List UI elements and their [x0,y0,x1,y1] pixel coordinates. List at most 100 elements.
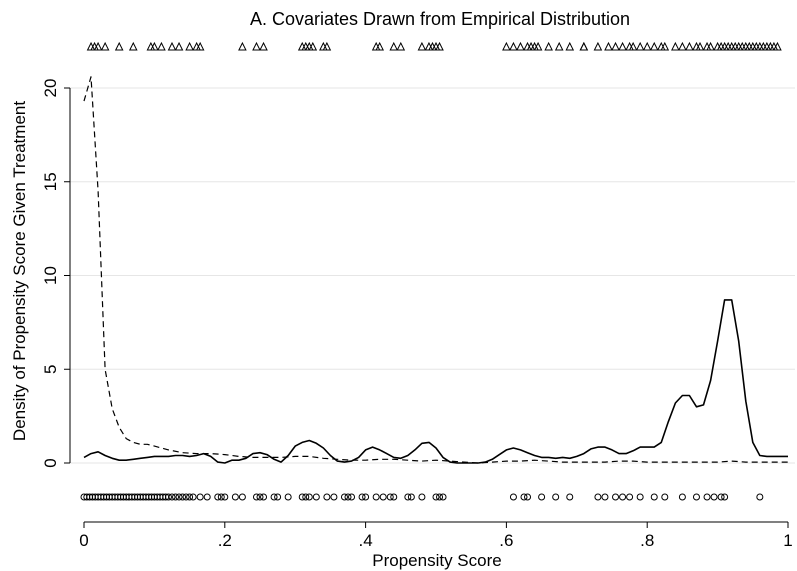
y-tick-label: 10 [41,266,60,285]
treated-marker [396,41,406,51]
x-tick-label: 0 [79,531,88,550]
control-marker [390,493,398,501]
control-marker [710,493,718,501]
control-marker [538,493,546,501]
treated-marker [516,41,525,51]
treated-marker [593,41,603,51]
axes: 0 5 10 15 20 0 .2 .4 .6 .8 1 [41,79,793,550]
treated-marker [375,41,384,51]
density-line-dashed [83,76,788,464]
treated-marker [611,41,620,51]
control-marker [323,493,331,501]
control-marker [524,493,532,501]
treated-marker [322,41,332,51]
treated-marker [642,41,652,51]
control-marker [703,493,711,501]
x-tick-label: 1 [783,531,792,550]
treated-marker [649,41,659,51]
control-marker [302,493,310,501]
treated-marker [100,41,110,51]
treated-marker [308,41,318,51]
control-marker [168,493,176,501]
treated-marker [128,41,138,51]
control-marker [379,493,387,501]
control-marker [284,493,292,501]
control-marker [678,493,686,501]
treated-marker [554,41,564,51]
control-marker [179,493,187,501]
control-marker [362,493,370,501]
control-marker [358,493,366,501]
treated-marker [660,41,670,51]
control-marker [260,493,268,501]
treated-marker [773,41,782,51]
plot-area [83,76,788,464]
control-marker [252,493,260,501]
control-marker [348,493,356,501]
y-tick-label: 20 [41,79,60,98]
control-marker [372,493,380,501]
treated-marker [618,41,627,51]
control-marker [661,493,669,501]
treated-marker [628,41,638,51]
x-tick-label: .4 [359,531,373,550]
y-tick-label: 5 [41,365,60,374]
treated-marker [509,41,518,51]
chart-title: A. Covariates Drawn from Empirical Distr… [250,9,630,29]
treated-marker [435,41,444,51]
treated-marker [174,41,184,51]
control-marker [436,493,444,501]
rug-markers [80,41,782,501]
control-marker [650,493,658,501]
treated-marker [238,41,247,51]
control-marker [175,493,183,501]
control-marker [298,493,306,501]
treated-marker [185,41,194,51]
treated-marker [502,41,511,51]
control-marker [305,493,313,501]
treated-marker [706,41,715,51]
control-marker [601,493,609,501]
control-marker [217,493,225,501]
control-marker [717,493,725,501]
x-tick-label: .8 [640,531,654,550]
control-marker [256,493,264,501]
x-tick-label: .6 [499,531,513,550]
treated-marker [544,41,553,51]
treated-marker [604,41,613,51]
control-marker [404,493,412,501]
treated-marker [259,41,268,51]
control-marker [626,493,634,501]
control-marker [189,493,197,501]
gridlines [70,87,795,464]
y-tick-group: 5 [41,365,60,374]
control-marker [221,493,229,501]
control-marker [552,493,560,501]
treated-marker [150,41,159,51]
treated-marker [579,41,589,51]
control-marker [612,493,620,501]
treated-marker [671,41,680,51]
control-marker [196,493,204,501]
y-tick-group: 20 [41,79,60,98]
treated-marker [417,41,427,51]
control-marker [636,493,644,501]
control-marker [186,493,194,501]
control-marker [172,493,180,501]
treated-marker [565,41,575,51]
y-tick-group: 15 [41,172,60,191]
treated-marker [678,41,687,51]
treated-marker [685,41,694,51]
treated-marker [533,41,543,51]
treated-marker [93,41,103,51]
density-line-solid [83,299,788,464]
control-marker [312,493,320,501]
control-marker [692,493,700,501]
treated-marker [114,41,124,51]
control-marker [231,493,239,501]
control-marker [439,493,447,501]
control-marker [270,493,278,501]
control-marker [509,493,517,501]
y-axis-label: Density of Propensity Score Given Treatm… [10,101,29,441]
